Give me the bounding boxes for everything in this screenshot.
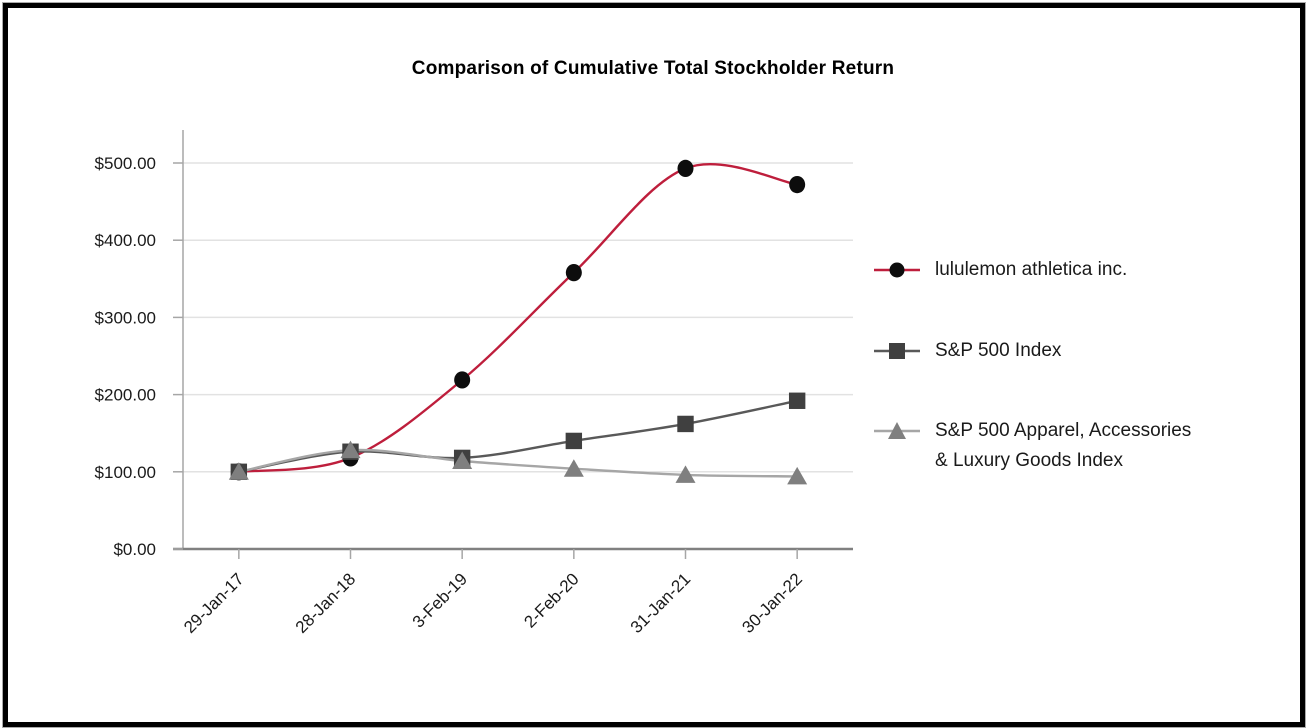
data-point-circle xyxy=(677,159,694,178)
x-axis-label: 29-Jan-17 xyxy=(180,569,248,637)
x-axis-label: 31-Jan-21 xyxy=(627,569,695,637)
data-point-triangle xyxy=(563,459,584,477)
y-axis-label: $500.00 xyxy=(95,154,156,173)
y-axis-label: $200.00 xyxy=(95,386,156,405)
chart-outer-border xyxy=(3,3,1305,727)
x-axis-label: 28-Jan-18 xyxy=(292,569,360,637)
y-axis-label: $100.00 xyxy=(95,463,156,482)
y-axis-label: $0.00 xyxy=(113,540,156,559)
data-point-circle xyxy=(565,264,582,282)
data-point-triangle xyxy=(340,440,361,459)
data-point-triangle xyxy=(228,462,249,480)
y-axis-label: $300.00 xyxy=(95,308,156,327)
series-line-square xyxy=(238,399,798,473)
data-point-triangle xyxy=(675,465,696,483)
series-line-triangle xyxy=(238,448,798,478)
x-axis-label: 3-Feb-19 xyxy=(409,569,471,631)
data-point-circle xyxy=(789,176,806,194)
x-axis-label: 2-Feb-20 xyxy=(520,569,582,631)
x-axis-label: 30-Jan-22 xyxy=(738,569,806,637)
data-point-triangle xyxy=(452,451,473,469)
data-point-square xyxy=(677,415,694,433)
chart-title: Comparison of Cumulative Total Stockhold… xyxy=(411,58,895,79)
y-axis-label: $400.00 xyxy=(95,231,156,250)
data-point-triangle xyxy=(787,466,808,485)
data-point-square xyxy=(788,392,806,409)
data-point-square xyxy=(565,432,583,450)
data-point-circle xyxy=(454,371,471,389)
